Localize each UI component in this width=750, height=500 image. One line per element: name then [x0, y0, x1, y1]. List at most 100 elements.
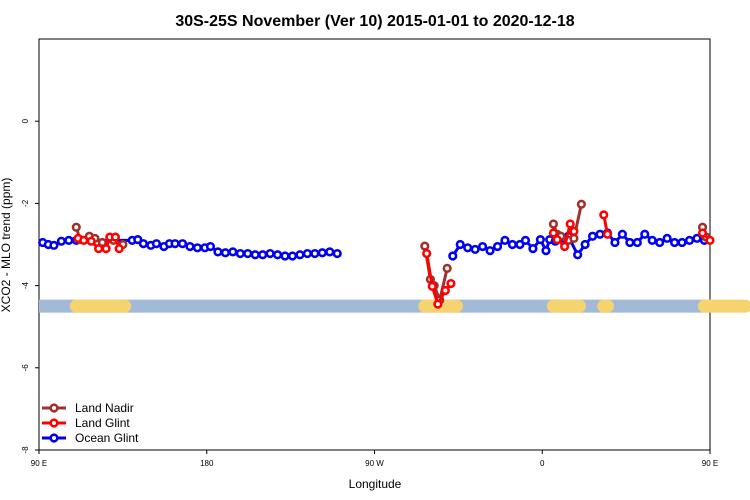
x-axis-label: Longitude: [349, 477, 402, 491]
y-tick-label: -6: [21, 364, 30, 372]
data-point: [213, 247, 223, 257]
plot-area: 90 E 180 90 W 0 90 E -8 -6 -4 -2 0: [21, 38, 750, 468]
data-point: [440, 285, 450, 296]
data-point: [185, 241, 195, 252]
data-point: [520, 235, 531, 245]
y-axis-label: XCO2 - MLO trend (ppm): [0, 178, 13, 313]
data-point: [535, 234, 545, 245]
y-tick-label: -8: [21, 446, 30, 454]
data-point: [500, 235, 510, 245]
data-point: [485, 246, 495, 256]
data-point: [647, 235, 657, 245]
data-point: [258, 250, 268, 260]
legend-swatch-marker: [49, 418, 59, 428]
data-point: [552, 234, 562, 245]
data-point: [205, 241, 216, 252]
data-point: [79, 235, 89, 245]
data-point: [463, 243, 473, 253]
data-point: [138, 239, 148, 249]
data-point: [133, 234, 143, 245]
data-point: [573, 250, 583, 260]
x-tick-label: 90 E: [702, 459, 718, 468]
legend-label: Ocean Glint: [75, 431, 139, 445]
series-land-nadir: [71, 199, 711, 306]
data-point: [448, 251, 458, 261]
data-point: [427, 281, 437, 292]
data-point: [265, 248, 275, 259]
data-point: [692, 233, 702, 243]
data-point: [684, 235, 695, 245]
data-point: [235, 248, 245, 259]
y-tick-label: 0: [21, 118, 30, 123]
data-point: [580, 239, 590, 250]
series-land-glint: [73, 210, 715, 309]
data-point: [325, 247, 335, 257]
data-point: [515, 239, 525, 250]
legend-label: Land Nadir: [75, 401, 134, 415]
data-point: [705, 235, 715, 245]
x-tick-label: 90 W: [365, 459, 384, 468]
data-point: [528, 244, 538, 254]
data-point: [295, 250, 305, 260]
data-point: [280, 251, 290, 261]
data-point: [677, 237, 687, 248]
data-point: [422, 248, 432, 259]
data-point: [110, 232, 121, 242]
data-point: [250, 250, 260, 260]
data-point: [632, 237, 642, 248]
legend-item: Land Nadir: [42, 401, 134, 415]
data-point: [442, 263, 452, 273]
data-point: [192, 243, 203, 253]
data-point: [151, 239, 162, 249]
data-point: [610, 237, 620, 248]
x-tick-label: 90 E: [31, 459, 47, 468]
data-point: [272, 250, 283, 260]
data-point: [94, 244, 104, 254]
series-group: [38, 199, 715, 309]
x-tick-label: 180: [200, 459, 214, 468]
data-point: [587, 231, 598, 241]
data-point: [569, 233, 579, 243]
data-point: [599, 210, 609, 220]
data-point: [565, 219, 575, 229]
data-point: [220, 248, 230, 258]
legend-item: Ocean Glint: [42, 431, 139, 445]
data-point: [455, 239, 465, 250]
data-point: [97, 237, 107, 248]
data-point: [548, 228, 559, 238]
chart-title: 30S-25S November (Ver 10) 2015-01-01 to …: [175, 13, 574, 30]
data-point: [228, 247, 238, 257]
data-point: [569, 226, 579, 236]
data-point: [697, 228, 708, 238]
data-point: [302, 248, 313, 259]
data-point: [243, 248, 253, 259]
data-point: [662, 233, 672, 243]
data-point: [470, 244, 480, 255]
data-point: [101, 244, 111, 254]
legend-item: Land Glint: [42, 416, 130, 430]
data-point: [640, 229, 650, 239]
data-point: [64, 235, 74, 245]
data-point: [114, 244, 124, 254]
data-point: [548, 219, 559, 229]
data-point: [625, 237, 635, 248]
data-point: [49, 240, 59, 250]
data-point: [446, 278, 456, 289]
data-point: [332, 248, 342, 259]
data-point: [287, 251, 298, 261]
data-point: [655, 237, 665, 248]
data-point: [595, 229, 605, 239]
data-point: [56, 236, 66, 246]
data-point: [433, 299, 443, 309]
data-point: [669, 237, 680, 248]
data-point: [317, 248, 327, 258]
x-tick-label: 0: [540, 459, 545, 468]
legend-swatch-marker: [49, 433, 59, 443]
legend-label: Land Glint: [75, 416, 130, 430]
data-point: [576, 199, 586, 209]
data-point: [420, 241, 430, 251]
data-point: [602, 229, 613, 239]
data-point: [86, 236, 96, 246]
data-point: [478, 241, 488, 252]
